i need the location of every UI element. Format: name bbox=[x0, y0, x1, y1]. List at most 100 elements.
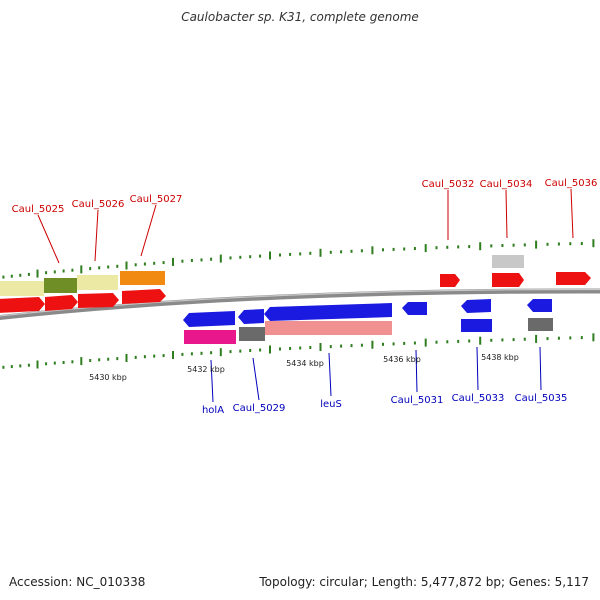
scale-label: 5434 kbp bbox=[286, 359, 324, 368]
minor-tick bbox=[340, 250, 343, 254]
gene-label-top: Caul_5032 bbox=[422, 179, 475, 190]
feature-red-arrow-b bbox=[45, 295, 78, 311]
minor-tick bbox=[62, 269, 65, 273]
major-tick bbox=[592, 333, 595, 342]
scale-label: 5432 kbp bbox=[187, 365, 225, 374]
minor-tick bbox=[392, 247, 395, 251]
accession-text: Accession: NC_010338 bbox=[9, 575, 146, 589]
minor-tick bbox=[329, 250, 332, 254]
major-tick bbox=[172, 351, 174, 359]
minor-tick bbox=[249, 349, 252, 352]
minor-tick bbox=[210, 257, 213, 261]
minor-tick bbox=[446, 340, 449, 344]
feature-blue-arrow-hola bbox=[183, 311, 235, 327]
minor-tick bbox=[413, 341, 416, 345]
feature-dark-gray-5035 bbox=[528, 318, 553, 331]
major-tick bbox=[424, 338, 427, 347]
minor-tick bbox=[62, 361, 65, 364]
genome-backbone bbox=[0, 288, 600, 320]
minor-tick bbox=[457, 245, 460, 249]
leader-line bbox=[539, 346, 542, 391]
leader-line bbox=[476, 346, 479, 391]
leader-line bbox=[570, 188, 574, 239]
minor-tick bbox=[2, 365, 5, 369]
minor-tick bbox=[512, 243, 515, 247]
minor-tick bbox=[181, 352, 184, 356]
scale-label: 5438 kbp bbox=[481, 353, 519, 362]
minor-tick bbox=[89, 267, 92, 271]
minor-tick bbox=[557, 336, 560, 340]
minor-tick bbox=[490, 244, 493, 248]
major-tick bbox=[535, 240, 538, 249]
major-tick bbox=[319, 343, 322, 351]
minor-tick bbox=[45, 271, 48, 275]
scale-label: 5436 kbp bbox=[383, 355, 421, 364]
minor-tick bbox=[279, 347, 281, 351]
minor-tick bbox=[239, 255, 242, 259]
minor-tick bbox=[19, 364, 22, 368]
minor-tick bbox=[143, 262, 146, 266]
minor-tick bbox=[468, 339, 471, 343]
major-tick bbox=[36, 269, 39, 278]
bottom-gene-labels: holA Caul_5029 leuS Caul_5031 Caul_5033 … bbox=[202, 346, 567, 416]
gene-label-bottom: Caul_5031 bbox=[391, 395, 444, 406]
minor-tick bbox=[523, 243, 526, 247]
major-tick bbox=[125, 354, 128, 362]
feature-blue-arrow-leus bbox=[264, 303, 392, 321]
minor-tick bbox=[382, 342, 384, 346]
minor-tick bbox=[181, 259, 184, 263]
genome-info-text: Topology: circular; Length: 5,477,872 bp… bbox=[259, 575, 589, 589]
feature-red-arrow-d bbox=[122, 289, 166, 304]
minor-tick bbox=[10, 274, 13, 278]
minor-tick bbox=[10, 365, 13, 369]
feature-blue-box-5033 bbox=[461, 319, 492, 332]
minor-tick bbox=[229, 256, 232, 260]
gene-label-bottom: Caul_5033 bbox=[452, 393, 505, 404]
major-tick bbox=[592, 239, 595, 248]
minor-tick bbox=[210, 351, 213, 355]
top-strand-features bbox=[0, 255, 591, 313]
feature-blue-arrow-5035 bbox=[527, 299, 552, 312]
feature-magenta bbox=[184, 330, 236, 344]
minor-tick bbox=[403, 247, 406, 251]
major-tick bbox=[172, 257, 174, 266]
feature-red-arrow-a bbox=[0, 297, 45, 313]
gene-label-bottom: holA bbox=[202, 405, 224, 416]
minor-tick bbox=[546, 242, 549, 246]
feature-orange bbox=[120, 271, 165, 285]
minor-tick bbox=[259, 254, 262, 258]
top-gene-labels: Caul_5025 Caul_5026 Caul_5027 Caul_5032 … bbox=[12, 178, 598, 264]
minor-tick bbox=[435, 340, 438, 344]
feature-blue-arrow-5029 bbox=[238, 309, 264, 324]
minor-tick bbox=[501, 244, 504, 247]
feature-pink-leus bbox=[265, 321, 392, 335]
minor-tick bbox=[229, 350, 232, 354]
minor-tick bbox=[116, 264, 119, 268]
minor-tick bbox=[153, 354, 156, 358]
minor-tick bbox=[249, 255, 252, 259]
minor-tick bbox=[143, 355, 146, 359]
minor-tick bbox=[190, 352, 193, 356]
minor-tick bbox=[190, 259, 193, 262]
minor-tick bbox=[309, 346, 312, 349]
minor-tick bbox=[569, 336, 572, 340]
feature-light-gray-5034 bbox=[492, 255, 524, 268]
minor-tick bbox=[350, 344, 353, 348]
minor-tick bbox=[546, 337, 549, 341]
major-tick bbox=[269, 251, 271, 260]
leader-line bbox=[37, 214, 60, 264]
minor-tick bbox=[71, 360, 74, 364]
gene-label-top: Caul_5036 bbox=[545, 178, 598, 189]
minor-tick bbox=[580, 242, 583, 245]
scale-label: 5430 kbp bbox=[89, 373, 127, 382]
minor-tick bbox=[382, 248, 384, 252]
minor-tick bbox=[299, 252, 302, 256]
minor-tick bbox=[580, 336, 583, 340]
minor-tick bbox=[134, 263, 137, 267]
major-tick bbox=[479, 336, 482, 345]
minor-tick bbox=[523, 337, 526, 341]
leader-line bbox=[210, 359, 214, 403]
major-tick bbox=[535, 334, 538, 343]
